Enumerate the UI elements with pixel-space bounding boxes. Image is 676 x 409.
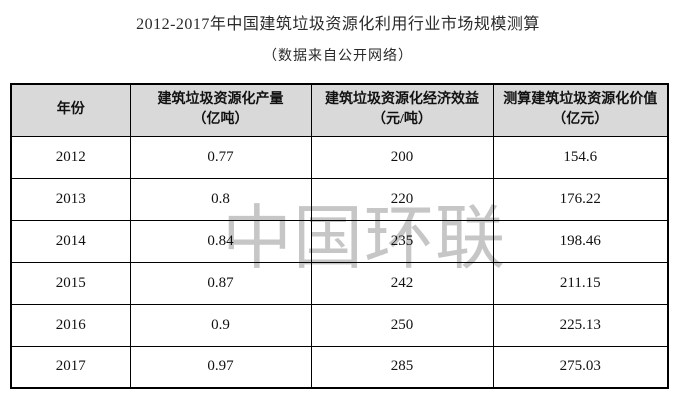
table-cell: 0.77 — [129, 135, 312, 179]
table-cell: 200 — [310, 135, 494, 179]
column-header: 建筑垃圾资源化经济效益 （元/吨） — [310, 83, 494, 137]
table-cell: 2017 — [10, 345, 131, 389]
table-cell: 275.03 — [492, 345, 669, 389]
table-container: 中国环联 年份 建筑垃圾资源化产量 （亿吨） 建筑垃圾资源化经济效益 （元/吨） 测算建筑… — [10, 83, 669, 389]
table-cell: 211.15 — [492, 261, 669, 305]
table-cell: 154.6 — [492, 135, 669, 179]
column-header-unit: （元/吨） — [372, 112, 432, 128]
table-row: 2016 0.9 250 225.13 — [10, 303, 669, 347]
figure-subtitle: （数据来自公开网络） — [263, 49, 413, 64]
table-cell: 285 — [310, 345, 494, 389]
figure-title: 2012-2017年中国建筑垃圾资源化利用行业市场规模测算 — [136, 16, 540, 33]
column-header-label: 年份 — [56, 102, 85, 118]
column-header-label: 建筑垃圾资源化经济效益 — [325, 92, 479, 108]
column-header: 建筑垃圾资源化产量 （亿吨） — [129, 83, 312, 137]
table-cell: 225.13 — [492, 303, 669, 347]
table-cell: 198.46 — [492, 219, 669, 263]
table-cell: 2013 — [10, 177, 131, 221]
column-header-label: 测算建筑垃圾资源化价值 — [503, 92, 658, 108]
data-table: 年份 建筑垃圾资源化产量 （亿吨） 建筑垃圾资源化经济效益 （元/吨） 测算建筑垃圾资源化… — [10, 83, 669, 389]
table-cell: 250 — [310, 303, 494, 347]
table-row: 2014 0.84 235 198.46 — [10, 219, 669, 263]
column-header-unit: （亿元） — [552, 112, 609, 128]
table-cell: 242 — [310, 261, 494, 305]
column-header-unit: （亿吨） — [192, 112, 249, 128]
table-cell: 2015 — [10, 261, 131, 305]
table-cell: 0.87 — [129, 261, 312, 305]
table-cell: 2012 — [10, 135, 131, 179]
table-cell: 220 — [310, 177, 494, 221]
table-cell: 2014 — [10, 219, 131, 263]
table-header: 年份 建筑垃圾资源化产量 （亿吨） 建筑垃圾资源化经济效益 （元/吨） 测算建筑垃圾资源化… — [10, 83, 669, 137]
table-cell: 0.8 — [129, 177, 312, 221]
table-cell: 235 — [310, 219, 494, 263]
column-header-label: 建筑垃圾资源化产量 — [157, 92, 284, 108]
table-cell: 0.97 — [129, 345, 312, 389]
page: 2012-2017年中国建筑垃圾资源化利用行业市场规模测算 （数据来自公开网络）… — [0, 15, 676, 409]
table-cell: 176.22 — [492, 177, 669, 221]
table-body: 2012 0.77 200 154.6 2013 0.8 220 176.22 2014 0.84… — [10, 135, 669, 389]
table-row: 2013 0.8 220 176.22 — [10, 177, 669, 221]
table-row: 2017 0.97 285 275.03 — [10, 345, 669, 389]
column-header: 测算建筑垃圾资源化价值 （亿元） — [492, 83, 669, 137]
table-cell: 2016 — [10, 303, 131, 347]
header-row: 年份 建筑垃圾资源化产量 （亿吨） 建筑垃圾资源化经济效益 （元/吨） 测算建筑垃圾资源化… — [10, 83, 669, 137]
table-row: 2015 0.87 242 211.15 — [10, 261, 669, 305]
table-cell: 0.9 — [129, 303, 312, 347]
table-row: 2012 0.77 200 154.6 — [10, 135, 669, 179]
table-cell: 0.84 — [129, 219, 312, 263]
column-header: 年份 — [10, 83, 131, 137]
